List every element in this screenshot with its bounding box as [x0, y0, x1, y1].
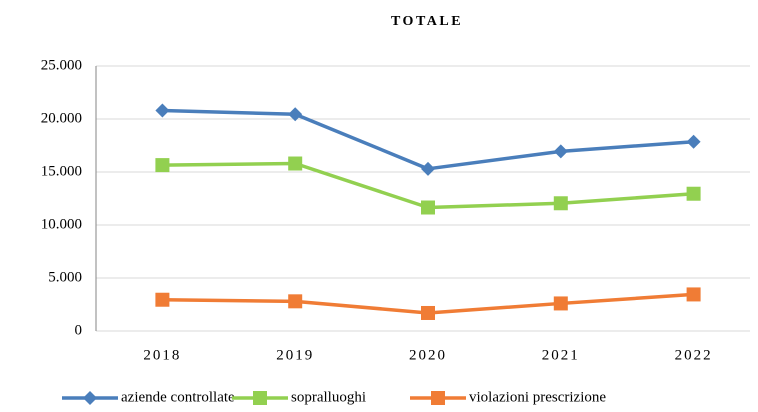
data-point	[155, 103, 170, 118]
legend-label: violazioni prescrizione	[469, 389, 606, 405]
y-tick-label: 25.000	[41, 57, 82, 73]
data-point	[288, 294, 303, 309]
data-point	[553, 196, 568, 211]
data-point	[686, 134, 701, 149]
y-tick-label: 15.000	[41, 163, 82, 179]
data-point	[288, 156, 303, 171]
y-tick-label: 10.000	[41, 216, 82, 232]
data-point	[421, 161, 435, 176]
y-tick-label: 20.000	[41, 110, 82, 126]
data-point	[155, 292, 170, 307]
x-tick-label: 2020	[409, 347, 447, 363]
x-tick-label: 2021	[542, 347, 580, 363]
data-point	[421, 200, 435, 215]
chart-title: TOTALE	[391, 14, 463, 29]
y-tick-label: 0	[75, 322, 83, 338]
data-point	[288, 107, 303, 122]
legend-label: sopralluoghi	[291, 389, 366, 405]
legend-marker	[253, 391, 267, 405]
legend-marker	[431, 391, 445, 405]
legend-label: aziende controllate	[121, 389, 235, 405]
x-tick-label: 2018	[143, 347, 181, 363]
legend-marker	[83, 391, 97, 405]
data-point	[553, 144, 568, 159]
y-tick-label: 5.000	[48, 269, 82, 285]
data-point	[553, 296, 568, 311]
data-point	[686, 287, 701, 302]
data-point	[155, 158, 170, 173]
data-point	[421, 305, 435, 320]
data-point	[686, 186, 701, 201]
x-tick-label: 2022	[675, 347, 713, 363]
x-tick-label: 2019	[276, 347, 314, 363]
